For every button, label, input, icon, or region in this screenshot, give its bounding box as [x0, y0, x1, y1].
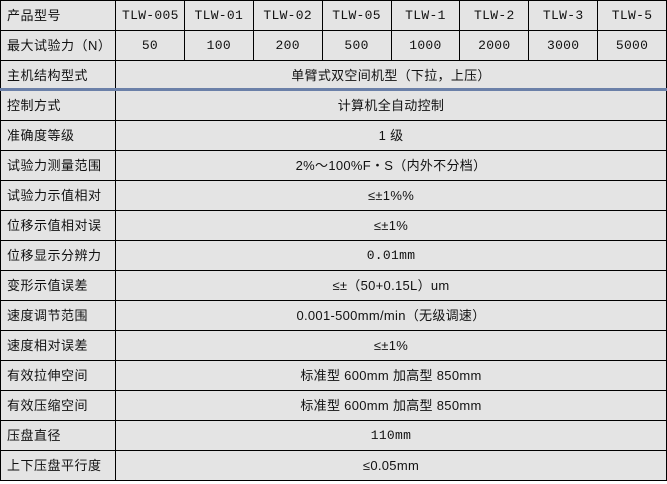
model-cell: TLW-3 [528, 0, 599, 31]
table-row: 位移显示分辨力 0.01mm [0, 240, 667, 271]
row-label: 有效拉伸空间 [0, 360, 116, 391]
row-value: 标准型 600mm 加高型 850mm [115, 390, 667, 421]
row-value: 0.01mm [115, 240, 667, 271]
row-label: 有效压缩空间 [0, 390, 116, 421]
table-row: 位移示值相对误 ≤±1% [0, 210, 667, 241]
max-force-cell: 100 [183, 30, 254, 61]
model-cell: TLW-02 [252, 0, 323, 31]
table-row: 准确度等级 1 级 [0, 120, 667, 151]
max-force-cell: 5000 [597, 30, 667, 61]
row-value: 计算机全自动控制 [115, 90, 667, 121]
row-label-product-model: 产品型号 [0, 0, 116, 31]
table-row-model: 产品型号 TLW-005 TLW-01 TLW-02 TLW-05 TLW-1 TLW-2 T… [0, 0, 667, 31]
row-label: 变形示值误差 [0, 270, 116, 301]
row-value: ≤±（50+0.15L）um [115, 270, 667, 301]
table-row: 压盘直径 110mm [0, 420, 667, 451]
max-force-cell: 200 [252, 30, 323, 61]
table-row: 主机结构型式 单臂式双空间机型（下拉，上压） [0, 60, 667, 91]
row-label: 上下压盘平行度 [0, 450, 116, 481]
model-cell: TLW-01 [183, 0, 254, 31]
row-label-max-force: 最大试验力（N） [0, 30, 116, 61]
max-force-cell: 1000 [390, 30, 461, 61]
model-cell: TLW-1 [390, 0, 461, 31]
row-value: ≤±1% [115, 210, 667, 241]
row-label: 位移示值相对误 [0, 210, 116, 241]
table-row-max-force: 最大试验力（N） 50 100 200 500 1000 2000 3000 5000 [0, 30, 667, 61]
row-value: ≤0.05mm [115, 450, 667, 481]
row-value: 标准型 600mm 加高型 850mm [115, 360, 667, 391]
table-row: 上下压盘平行度 ≤0.05mm [0, 450, 667, 481]
row-label: 压盘直径 [0, 420, 116, 451]
table-row: 试验力示值相对 ≤±1%% [0, 180, 667, 211]
model-cell: TLW-2 [459, 0, 530, 31]
max-force-cell: 50 [115, 30, 185, 61]
row-value: ≤±1%% [115, 180, 667, 211]
model-cell: TLW-05 [321, 0, 392, 31]
row-label: 位移显示分辨力 [0, 240, 116, 271]
model-cell: TLW-005 [115, 0, 185, 31]
table-row: 变形示值误差 ≤±（50+0.15L）um [0, 270, 667, 301]
row-label: 试验力测量范围 [0, 150, 116, 181]
row-value: 0.001-500mm/min（无级调速） [115, 300, 667, 331]
table-row: 速度调节范围 0.001-500mm/min（无级调速） [0, 300, 667, 331]
row-value: 单臂式双空间机型（下拉，上压） [115, 60, 667, 91]
row-label: 试验力示值相对 [0, 180, 116, 211]
row-value: ≤±1% [115, 330, 667, 361]
row-label: 控制方式 [0, 90, 116, 121]
row-label: 主机结构型式 [0, 60, 116, 91]
row-label: 速度调节范围 [0, 300, 116, 331]
table-row: 有效拉伸空间 标准型 600mm 加高型 850mm [0, 360, 667, 391]
row-value: 2%～100%F・S（内外不分档） [115, 150, 667, 181]
table-row: 试验力测量范围 2%～100%F・S（内外不分档） [0, 150, 667, 181]
table-row: 控制方式 计算机全自动控制 [0, 90, 667, 121]
table-row: 有效压缩空间 标准型 600mm 加高型 850mm [0, 390, 667, 421]
table-row: 速度相对误差 ≤±1% [0, 330, 667, 361]
row-label: 准确度等级 [0, 120, 116, 151]
max-force-cell: 500 [321, 30, 392, 61]
max-force-cell: 2000 [459, 30, 530, 61]
row-label: 速度相对误差 [0, 330, 116, 361]
row-value: 1 级 [115, 120, 667, 151]
max-force-cell: 3000 [528, 30, 599, 61]
row-value: 110mm [115, 420, 667, 451]
model-cell: TLW-5 [597, 0, 667, 31]
